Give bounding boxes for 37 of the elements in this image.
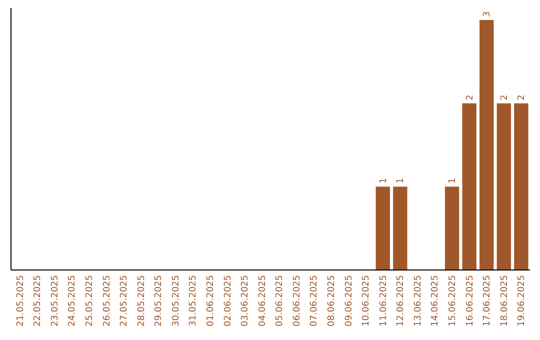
x-tick-label: 28.05.2025	[136, 275, 147, 327]
data-label: 2	[500, 94, 510, 100]
x-tick-label: 14.06.2025	[430, 275, 441, 327]
x-tick-label: 05.06.2025	[275, 275, 286, 327]
data-label: 1	[378, 178, 389, 184]
x-tick-label: 10.06.2025	[362, 275, 372, 327]
x-tick-label: 22.05.2025	[33, 275, 44, 327]
x-tick-label: 21.05.2025	[16, 275, 26, 327]
x-tick-label: 16.06.2025	[465, 275, 476, 327]
x-tick-label: 09.06.2025	[344, 275, 354, 327]
x-tick-label: 01.06.2025	[206, 275, 216, 327]
x-tick-label: 04.06.2025	[258, 275, 268, 327]
x-tick-label: 13.06.2025	[413, 275, 424, 327]
x-tick-label: 29.05.2025	[154, 275, 164, 327]
x-tick-label: 24.05.2025	[68, 275, 78, 327]
x-tick-label: 12.06.2025	[396, 275, 406, 327]
x-tick-label: 06.06.2025	[292, 275, 302, 327]
x-tick-label: 27.05.2025	[120, 275, 130, 327]
x-tick-label: 25.05.2025	[84, 275, 95, 327]
data-label: 1	[448, 178, 458, 184]
data-label: 3	[482, 11, 493, 17]
x-tick-label: 15.06.2025	[448, 275, 458, 327]
data-label: 1	[396, 178, 406, 184]
x-tick-label: 11.06.2025	[378, 275, 389, 327]
x-tick-label: 18.06.2025	[500, 275, 510, 327]
x-tick-label: 30.05.2025	[171, 275, 182, 327]
x-tick-label: 08.06.2025	[327, 275, 338, 327]
x-tick-label: 17.06.2025	[482, 275, 493, 327]
x-tick-label: 03.06.2025	[240, 275, 251, 327]
data-label: 2	[465, 94, 476, 100]
x-tick-label: 23.05.2025	[50, 275, 60, 327]
data-label: 2	[517, 94, 528, 100]
x-tick-label: 02.06.2025	[223, 275, 234, 327]
x-tick-label: 19.06.2025	[517, 275, 528, 327]
x-tick-label: 31.05.2025	[188, 275, 199, 327]
x-tick-label: 26.05.2025	[102, 275, 112, 327]
x-tick-label: 07.06.2025	[310, 275, 320, 327]
